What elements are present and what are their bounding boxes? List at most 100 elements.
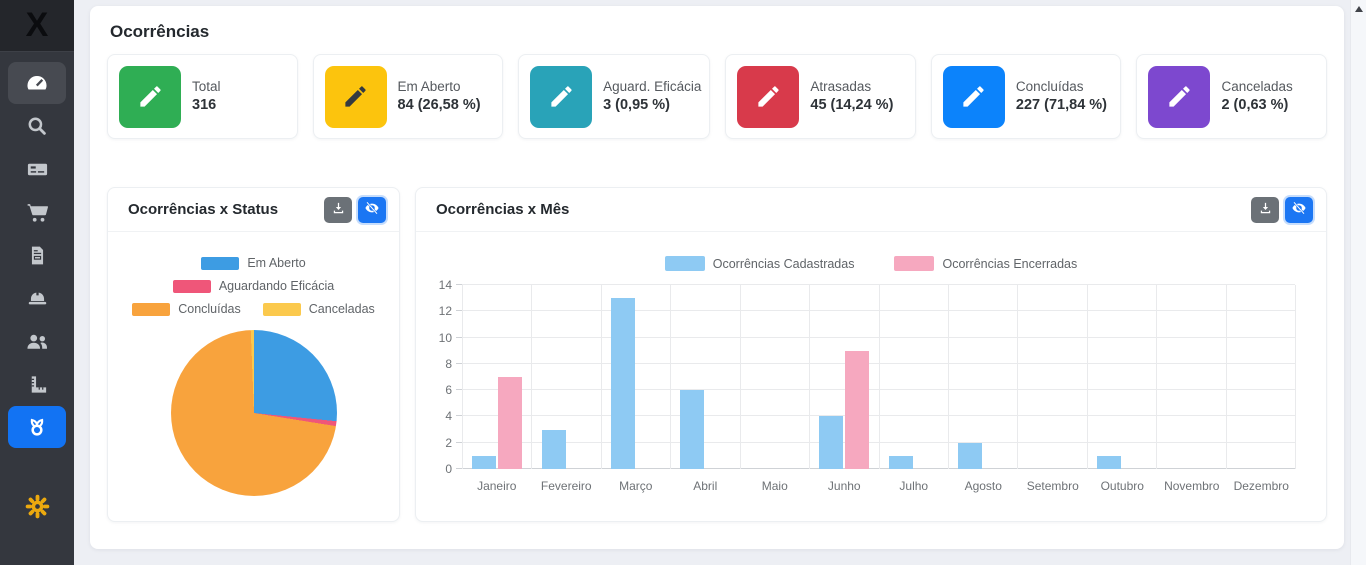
page-title: Ocorrências — [110, 22, 210, 41]
x-axis-tick-label: Julho — [899, 479, 929, 493]
y-axis-tick-label: 14 — [438, 278, 452, 292]
hard-hat-icon — [25, 286, 50, 311]
legend-swatch-icon — [201, 256, 240, 270]
dashboard-gauge-icon — [24, 70, 50, 96]
y-axis-tick-label: 12 — [438, 304, 452, 319]
sidebar-item-documents[interactable] — [8, 234, 66, 276]
search-icon — [25, 114, 49, 138]
month-bar-chart: 0 2 4 6 8 10 12 14 Janeiro Fevereiro Março Abril Ma… — [439, 278, 1296, 493]
legend-swatch-icon — [262, 302, 301, 316]
sidebar-item-users[interactable] — [8, 320, 66, 362]
download-icon — [1258, 201, 1273, 219]
legend-swatch-icon — [894, 256, 935, 271]
stat-card-concluidas[interactable]: Concluídas 227 (71,84 %) — [930, 54, 1122, 139]
stat-label: Atrasadas — [810, 78, 872, 94]
bar — [819, 416, 844, 469]
stat-label: Total — [192, 78, 221, 94]
status-chart-legend: Em Aberto Aguardando Eficácia Concluídas Ca… — [108, 232, 399, 316]
download-button[interactable] — [324, 196, 352, 223]
legend-item[interactable]: Ocorrências Encerradas — [894, 256, 1077, 271]
sidebar-item-settings[interactable] — [0, 493, 74, 525]
main-content: Ocorrências Total 316 Em Aberto 84 (26,5… — [90, 6, 1344, 549]
sidebar-item-dashboard[interactable] — [8, 62, 66, 104]
bar-group-outubro — [1086, 285, 1156, 469]
hide-chart-button[interactable] — [358, 196, 386, 223]
legend-swatch-icon — [664, 256, 705, 271]
x-axis-tick-label: Setembro — [1026, 479, 1079, 493]
stat-label: Canceladas — [1221, 78, 1293, 94]
stat-card-canceladas[interactable]: Canceladas 2 (0,63 %) — [1136, 54, 1327, 139]
x-axis-labels: Janeiro Fevereiro Março Abril Maio Junho Julho… — [462, 479, 1296, 493]
legend-item[interactable]: Canceladas — [262, 302, 375, 316]
bar — [541, 429, 566, 469]
pencil-icon — [737, 65, 800, 128]
sidebar-item-search[interactable] — [8, 105, 66, 147]
bar — [845, 350, 870, 469]
hide-chart-button[interactable] — [1285, 196, 1313, 223]
vertical-scrollbar[interactable] — [1350, 0, 1366, 565]
stat-value: 2 (0,63 %) — [1221, 96, 1289, 113]
bar-group-maio — [739, 285, 809, 469]
x-axis-tick-label: Dezembro — [1233, 479, 1289, 493]
bar — [498, 377, 523, 469]
month-chart-legend: Ocorrências Cadastradas Ocorrências Encer… — [416, 256, 1326, 271]
stat-value: 316 — [192, 96, 217, 113]
legend-item[interactable]: Aguardando Eficácia — [172, 279, 335, 293]
bar — [680, 390, 705, 469]
legend-item[interactable]: Em Aberto — [201, 256, 306, 270]
ruler-icon — [26, 373, 49, 396]
x-axis-tick-label: Novembro — [1164, 479, 1220, 493]
sidebar-item-award[interactable] — [8, 406, 66, 448]
x-axis-tick-label: Junho — [827, 479, 861, 493]
bar — [472, 455, 497, 469]
bar-group-junho — [809, 285, 878, 469]
stat-label: Concluídas — [1015, 78, 1084, 94]
x-axis-tick-label: Janeiro — [477, 479, 517, 493]
bar-group-setembro — [1017, 285, 1086, 469]
download-button[interactable] — [1251, 196, 1279, 223]
x-axis-tick-label: Maio — [761, 479, 788, 493]
stat-card-atrasadas[interactable]: Atrasadas 45 (14,24 %) — [725, 54, 916, 139]
y-axis-tick-label: 2 — [445, 435, 452, 450]
legend-label: Em Aberto — [247, 256, 306, 270]
bar-group-fevereiro — [531, 285, 600, 469]
eye-slash-icon — [1291, 200, 1307, 219]
file-invoice-icon — [26, 244, 49, 267]
legend-label: Aguardando Eficácia — [218, 279, 335, 293]
x-axis-tick-label: Fevereiro — [540, 479, 592, 493]
legend-swatch-icon — [172, 279, 211, 293]
bar — [611, 298, 636, 469]
pencil-icon — [530, 65, 593, 128]
app-logo[interactable]: X — [0, 0, 74, 52]
charts-row: Ocorrências x Status Em Aberto Aguardando… — [107, 187, 1327, 522]
award-icon — [24, 414, 50, 440]
legend-item[interactable]: Concluídas — [132, 302, 241, 316]
sidebar-item-helmet[interactable] — [8, 277, 66, 319]
sidebar-item-cart[interactable] — [8, 191, 66, 233]
legend-label: Canceladas — [308, 302, 375, 316]
legend-label: Ocorrências Encerradas — [942, 256, 1078, 271]
legend-item[interactable]: Ocorrências Cadastradas — [664, 256, 855, 271]
sidebar: X — [0, 0, 74, 565]
eye-slash-icon — [364, 200, 380, 219]
month-chart-title: Ocorrências x Mês — [436, 201, 570, 218]
legend-label: Ocorrências Cadastradas — [712, 256, 855, 271]
bar-group-março — [600, 285, 670, 469]
y-axis-tick-label: 4 — [445, 409, 452, 424]
bar-group-julho — [878, 285, 948, 469]
stat-label: Em Aberto — [397, 78, 461, 94]
settings-gear-icon — [24, 493, 51, 525]
stat-card-em-aberto[interactable]: Em Aberto 84 (26,58 %) — [312, 54, 504, 139]
stat-card-aguard-eficacia[interactable]: Aguard. Eficácia 3 (0,95 %) — [518, 54, 711, 139]
bar-group-novembro — [1156, 285, 1225, 469]
scroll-up-arrow-icon[interactable] — [1355, 6, 1363, 12]
x-axis-tick-label: Abril — [693, 479, 718, 493]
sidebar-item-money-check[interactable] — [8, 148, 66, 190]
bar — [1097, 455, 1121, 469]
stat-card-total[interactable]: Total 316 — [107, 54, 298, 139]
pencil-icon — [1148, 65, 1211, 128]
sidebar-item-ruler[interactable] — [8, 363, 66, 405]
month-chart-card: Ocorrências x Mês Ocorrências Cadastrada… — [415, 187, 1327, 522]
legend-label: Concluídas — [178, 302, 241, 316]
users-icon — [24, 328, 50, 354]
